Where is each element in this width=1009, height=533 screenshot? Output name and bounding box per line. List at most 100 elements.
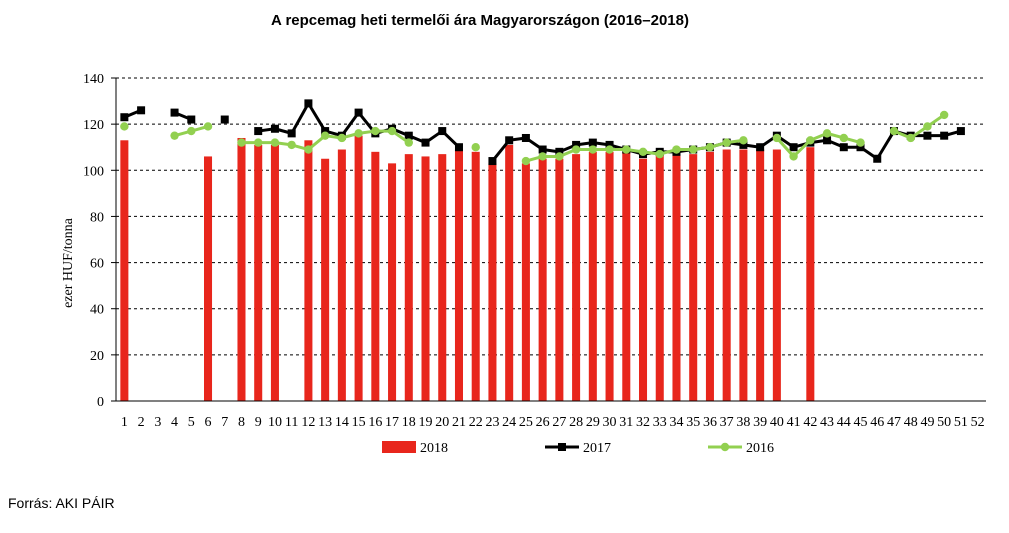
x-tick-label: 30 xyxy=(603,415,617,430)
bar xyxy=(772,149,781,401)
x-tick-label: 25 xyxy=(519,415,533,430)
x-tick-label: 1 xyxy=(121,415,128,430)
line-series xyxy=(120,99,965,166)
x-tick-label: 20 xyxy=(435,415,449,430)
y-axis-title: ezer HUF/tonna xyxy=(61,217,76,308)
point-2017 xyxy=(321,127,330,136)
point-2016 xyxy=(304,145,313,154)
point-2016 xyxy=(739,136,748,145)
x-tick-label: 19 xyxy=(419,415,433,430)
x-tick-label: 5 xyxy=(188,415,195,430)
source-note: Forrás: AKI PÁIR xyxy=(8,495,115,511)
point-2016 xyxy=(170,131,179,140)
x-tick-label: 36 xyxy=(703,415,717,430)
point-2016 xyxy=(806,136,815,145)
x-tick-label: 10 xyxy=(268,415,282,430)
point-2016 xyxy=(672,145,681,154)
bar xyxy=(555,158,564,401)
bar xyxy=(605,151,614,401)
bar xyxy=(371,151,380,401)
point-2017 xyxy=(756,143,765,152)
bar xyxy=(588,151,597,401)
point-2016 xyxy=(237,138,246,147)
point-2016 xyxy=(906,133,915,143)
x-tick-label: 37 xyxy=(720,415,734,430)
legend: 2018 2017 2016 xyxy=(382,441,774,456)
point-2016 xyxy=(856,138,865,147)
point-2017 xyxy=(739,140,748,149)
point-2016 xyxy=(287,140,296,150)
point-2017 xyxy=(839,143,848,152)
point-2017 xyxy=(404,131,413,140)
x-tick-label: 41 xyxy=(787,415,801,430)
point-2016 xyxy=(538,152,547,161)
x-tick-label: 46 xyxy=(870,415,884,430)
x-tick-label: 34 xyxy=(669,415,683,430)
x-tick-label: 24 xyxy=(502,415,516,430)
point-2016 xyxy=(689,145,698,154)
x-tick-label: 23 xyxy=(485,415,499,430)
point-2017 xyxy=(923,131,932,140)
x-tick-label: 44 xyxy=(837,415,851,430)
point-2017 xyxy=(421,138,430,147)
bar xyxy=(421,156,430,401)
y-tick-label: 20 xyxy=(90,349,104,364)
axes xyxy=(111,77,986,402)
point-2017 xyxy=(856,143,865,152)
x-tick-label: 26 xyxy=(536,415,550,430)
x-tick-label: 42 xyxy=(803,415,817,430)
x-tick-label: 8 xyxy=(238,415,245,430)
x-tick-label: 11 xyxy=(285,415,298,430)
bar xyxy=(722,149,731,401)
point-2017 xyxy=(137,106,146,115)
bar xyxy=(572,154,581,401)
point-2017 xyxy=(254,127,263,136)
point-2016 xyxy=(371,126,380,136)
point-2017 xyxy=(488,157,497,166)
point-2017 xyxy=(823,136,832,145)
x-tick-label: 38 xyxy=(736,415,750,430)
bar xyxy=(120,140,129,402)
bar xyxy=(321,158,330,401)
bar xyxy=(354,135,363,401)
bar xyxy=(388,163,397,401)
bar xyxy=(237,137,246,401)
point-2016 xyxy=(404,138,413,147)
point-2016 xyxy=(203,122,213,131)
point-2017 xyxy=(956,127,965,136)
bar xyxy=(270,144,279,401)
x-tick-label: 12 xyxy=(301,415,315,430)
x-tick-label: 52 xyxy=(971,415,985,430)
x-tick-label: 49 xyxy=(920,415,934,430)
x-tick-label: 6 xyxy=(205,415,212,430)
point-2016 xyxy=(387,126,397,136)
point-2016 xyxy=(187,126,196,136)
bar xyxy=(622,151,631,401)
point-2017 xyxy=(521,133,530,142)
bar xyxy=(254,144,263,401)
bar xyxy=(756,149,765,401)
point-2016 xyxy=(722,138,731,147)
bar xyxy=(337,149,346,401)
x-tick-label: 17 xyxy=(385,415,399,430)
point-2016 xyxy=(638,147,648,157)
x-tick-label: 28 xyxy=(569,415,583,430)
x-tick-label: 15 xyxy=(352,415,366,430)
x-tick-label: 18 xyxy=(402,415,416,430)
point-2016 xyxy=(337,133,347,143)
x-tick-label: 51 xyxy=(954,415,968,430)
y-tick-labels: 0 20 40 60 80 100 120 140 xyxy=(83,72,104,410)
x-tick-label: 7 xyxy=(221,415,228,430)
x-tick-label: 21 xyxy=(452,415,466,430)
legend-label-2017: 2017 xyxy=(583,441,611,456)
point-2017 xyxy=(454,143,463,152)
point-2016 xyxy=(588,145,598,154)
point-2016 xyxy=(471,143,480,152)
x-tick-label: 27 xyxy=(552,415,566,430)
legend-label-2018: 2018 xyxy=(420,441,448,456)
y-tick-label: 140 xyxy=(83,72,104,87)
point-2016 xyxy=(605,145,614,154)
bar xyxy=(505,144,514,401)
point-2016 xyxy=(555,152,564,161)
point-2016 xyxy=(270,138,280,147)
